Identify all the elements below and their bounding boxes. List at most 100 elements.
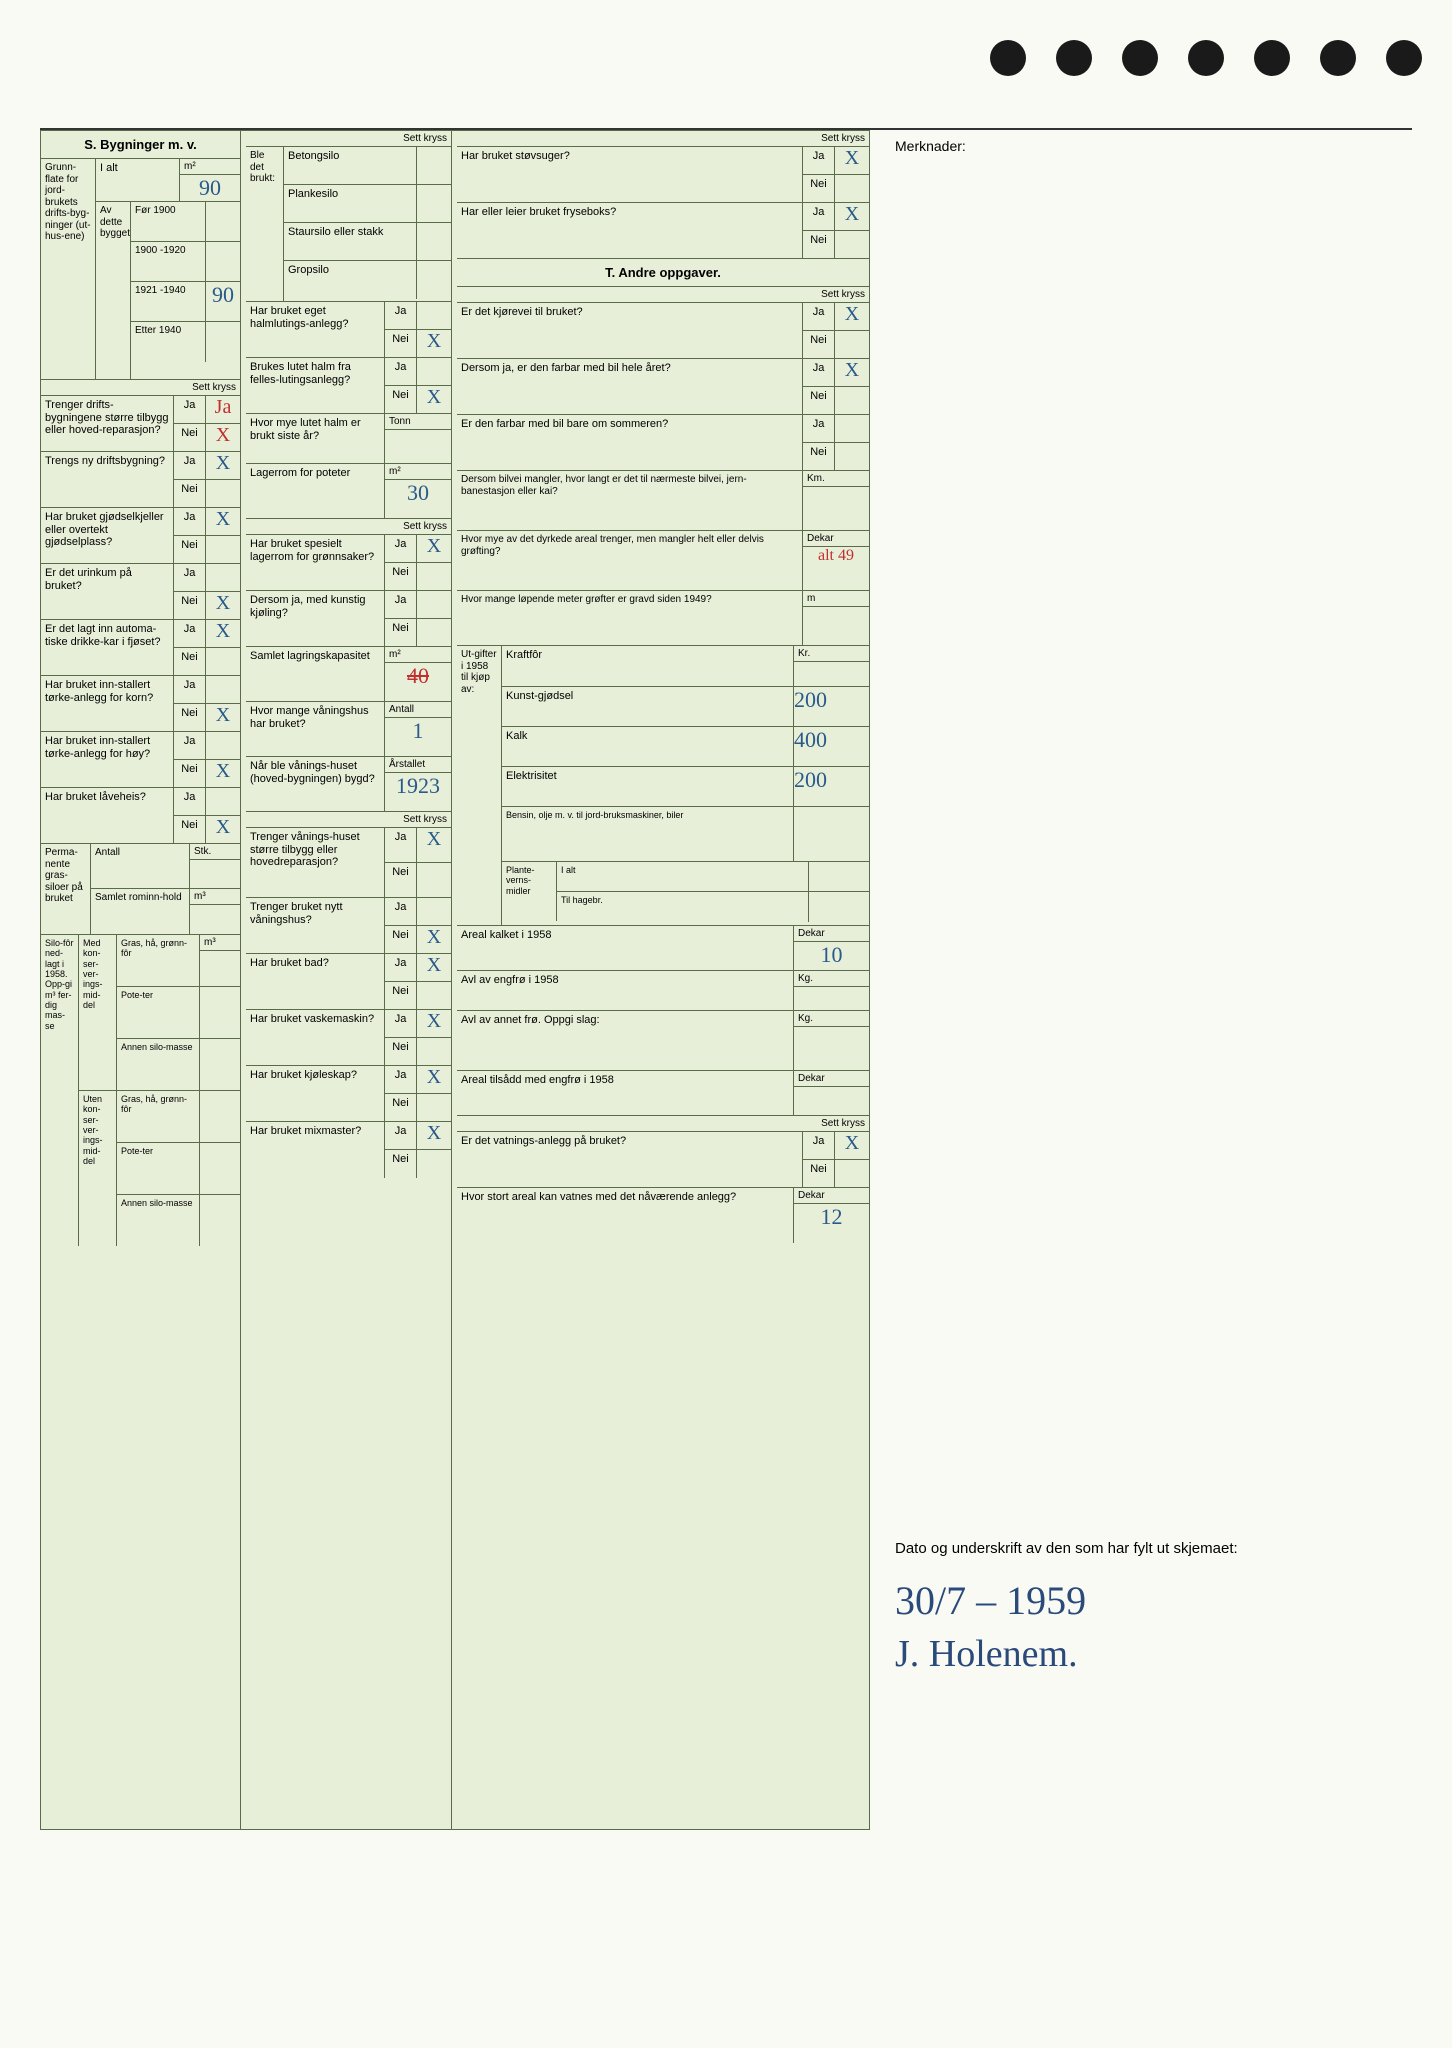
- plantevern: Plante-verns-midler: [502, 862, 557, 921]
- form-area: S. Bygninger m. v. Grunn- flate for jord…: [40, 130, 870, 1830]
- kjore-ja: X: [835, 303, 869, 330]
- dekar: Dekar: [803, 531, 869, 547]
- m2-u: m²: [385, 464, 451, 480]
- ja: Ja: [803, 147, 835, 174]
- period-1-val: [206, 242, 240, 281]
- ja: Ja: [385, 591, 417, 618]
- period-2: 1921 -1940: [131, 282, 206, 321]
- q-bilvei: Dersom bilvei mangler, hvor langt er det…: [457, 471, 803, 530]
- ja: Ja: [385, 1122, 417, 1149]
- ja: Ja: [803, 415, 835, 442]
- kalk-val: 400: [794, 727, 869, 766]
- q-stovsuger: Har bruket støvsuger?: [457, 147, 803, 202]
- til-hagebr: Til hagebr.: [557, 892, 809, 922]
- nei: Nei: [803, 331, 835, 359]
- q-urinkum: Er det urinkum på bruket?: [41, 564, 174, 619]
- kjole-nei: [417, 1094, 451, 1122]
- nei-label: Nei: [174, 648, 206, 676]
- frys-ja: X: [835, 203, 869, 230]
- gronn-nei: [417, 563, 451, 591]
- kjore-nei: [835, 331, 869, 359]
- kjole-ja: X: [417, 1066, 451, 1093]
- kg2: Kg.: [794, 1011, 869, 1027]
- ja-label: Ja: [174, 732, 206, 759]
- sett-kryss-6: Sett kryss: [457, 287, 869, 303]
- arstall: Årstallet: [385, 757, 451, 773]
- kr: Kr.: [794, 646, 869, 662]
- kunst-val: 200: [794, 687, 869, 726]
- hole: [990, 40, 1026, 76]
- sett-kryss-5: Sett kryss: [457, 131, 869, 147]
- i-alt-unit: m²: [180, 159, 240, 175]
- punch-holes: [990, 40, 1422, 76]
- trengs-ny-ja: X: [206, 452, 240, 479]
- nei: Nei: [385, 1038, 417, 1066]
- q-farbar-hele: Dersom ja, er den farbar med bil hele år…: [457, 359, 803, 414]
- urinkum-nei: X: [206, 592, 240, 620]
- q-lager-gronn: Har bruket spesielt lagerrom for grønnsa…: [246, 535, 385, 590]
- drikke-ja: X: [206, 620, 240, 647]
- hole: [1254, 40, 1290, 76]
- km: Km.: [803, 471, 869, 487]
- kg: Kg.: [794, 971, 869, 987]
- hole: [1188, 40, 1224, 76]
- q-gjodselkjeller: Har bruket gjødselkjeller eller overtekt…: [41, 508, 174, 563]
- q-bygd: Når ble vånings-huset (hoved-bygningen) …: [246, 757, 385, 811]
- gjodsel-ja: X: [206, 508, 240, 535]
- kraftfor: Kraftfôr: [502, 646, 794, 686]
- ja: Ja: [385, 954, 417, 981]
- q-trengs-ny: Trengs ny driftsbygning?: [41, 452, 174, 507]
- drifts-nei-mark: X: [206, 424, 240, 452]
- betong-mark: [417, 147, 451, 184]
- ja: Ja: [385, 358, 417, 385]
- urinkum-ja: [206, 564, 240, 591]
- felles-nei: X: [417, 386, 451, 414]
- avl-engfro: Avl av engfrø i 1958: [457, 971, 794, 1010]
- m2-u2: m²: [385, 647, 451, 663]
- period-3-val: [206, 322, 240, 362]
- period-3: Etter 1940: [131, 322, 206, 362]
- hole: [1320, 40, 1356, 76]
- ja: Ja: [803, 359, 835, 386]
- gras: Gras, hå, grønn-fôr: [117, 935, 200, 986]
- signature-date: 30/7 – 1959: [895, 1577, 1395, 1624]
- tilbygg-ja: X: [417, 828, 451, 862]
- column-2: Sett kryss Ble det brukt: Betongsilo Pla…: [246, 131, 452, 1829]
- signature-label: Dato og underskrift av den som har fylt …: [895, 1540, 1395, 1557]
- nei-label: Nei: [174, 424, 206, 452]
- period-1: 1900 -1920: [131, 242, 206, 281]
- nei: Nei: [803, 443, 835, 471]
- q-fryseboks: Har eller leier bruket fryseboks?: [457, 203, 803, 258]
- nei-label: Nei: [174, 760, 206, 788]
- ja: Ja: [803, 1132, 835, 1159]
- trengs-ny-nei: [206, 480, 240, 508]
- q-mixmaster: Har bruket mixmaster?: [246, 1122, 385, 1178]
- column-1: S. Bygninger m. v. Grunn- flate for jord…: [41, 131, 241, 1829]
- kunstgjodsel: Kunst-gjødsel: [502, 687, 794, 726]
- vatn-nei: [835, 1160, 869, 1188]
- ja: Ja: [385, 535, 417, 562]
- som-nei: [835, 443, 869, 471]
- page: Merknader: S. Bygninger m. v. Grunn- fla…: [0, 0, 1452, 2048]
- m3: m³: [190, 889, 240, 905]
- nei-label: Nei: [174, 536, 206, 564]
- felles-ja: [417, 358, 451, 385]
- nei: Nei: [385, 619, 417, 647]
- q-nytt-vaning: Trenger bruket nytt våningshus?: [246, 898, 385, 953]
- vatnes-val: 12: [794, 1204, 869, 1230]
- stov-nei: [835, 175, 869, 203]
- q-drikkekar: Er det lagt inn automa-tiske drikke-kar …: [41, 620, 174, 675]
- avl-annet: Avl av annet frø. Oppgi slag:: [457, 1011, 794, 1070]
- sett-kryss-7: Sett kryss: [457, 1116, 869, 1132]
- signature-area: Dato og underskrift av den som har fylt …: [895, 1540, 1395, 1676]
- nei: Nei: [803, 387, 835, 415]
- lagring-val: 40: [385, 663, 451, 689]
- uten-kons: Uten kon-ser-ver-ings-mid-del: [79, 1091, 117, 1246]
- signature-name: J. Holenem.: [895, 1632, 1395, 1676]
- gronn-ja: X: [417, 535, 451, 562]
- q-kjoleskap: Har bruket kjøleskap?: [246, 1066, 385, 1121]
- nei: Nei: [385, 926, 417, 954]
- dyrkede-val: alt 49: [803, 547, 869, 565]
- ja-label: Ja: [174, 508, 206, 535]
- q-vatnings: Er det vatnings-anlegg på bruket?: [457, 1132, 803, 1187]
